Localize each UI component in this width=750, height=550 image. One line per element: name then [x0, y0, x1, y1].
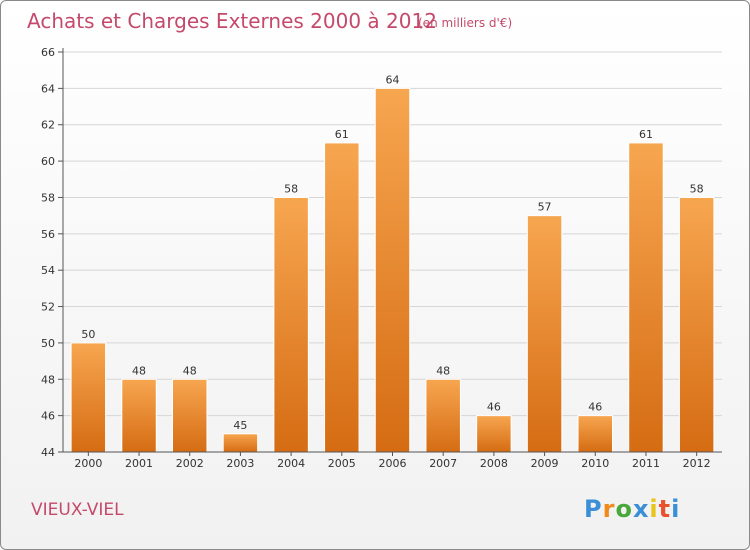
bar-2010 — [577, 415, 614, 453]
y-tick-label: 64 — [41, 82, 55, 95]
x-tick-label-2010: 2010 — [581, 457, 609, 470]
logo-letter: o — [615, 495, 633, 523]
logo-letter: i — [671, 495, 680, 523]
x-tick-label-2001: 2001 — [125, 457, 153, 470]
chart-subtitle: (en milliers d'€) — [418, 16, 512, 30]
y-tick-label: 52 — [41, 301, 55, 314]
bar-layer: 50 48 48 45 58 61 64 48 46 57 46 61 58 — [70, 73, 715, 453]
bar-2011 — [628, 142, 664, 453]
bar-2000 — [70, 342, 107, 453]
x-tick-label-2008: 2008 — [480, 457, 508, 470]
proxiti-logo: Proxiti — [584, 495, 680, 523]
x-tick-label-2005: 2005 — [328, 457, 356, 470]
chart-title: Achats et Charges Externes 2000 à 2012 — [27, 9, 437, 33]
value-label-2003: 45 — [233, 419, 247, 432]
x-tick-label-2009: 2009 — [531, 457, 559, 470]
y-tick-label: 58 — [41, 191, 55, 204]
y-tick-label: 44 — [41, 446, 55, 459]
y-tick-label: 66 — [41, 46, 55, 59]
y-tick-label: 60 — [41, 155, 55, 168]
bar-2004 — [273, 196, 309, 453]
bar-2012 — [678, 196, 715, 453]
x-tick-label-2012: 2012 — [683, 457, 711, 470]
y-tick-label: 54 — [41, 264, 55, 277]
value-label-2002: 48 — [183, 364, 197, 377]
bar-2006 — [374, 87, 411, 453]
y-tick-label: 50 — [41, 337, 55, 350]
y-tick-label: 48 — [41, 373, 55, 386]
axis-layer: 44 46 48 50 52 54 56 58 60 62 64 66 2000 2001 2002 2003… — [41, 46, 722, 470]
logo-letter: P — [584, 495, 603, 523]
bar-2005 — [324, 142, 360, 453]
bar-2001 — [121, 378, 157, 453]
value-label-2011: 61 — [639, 128, 653, 141]
x-tick-label-2003: 2003 — [226, 457, 254, 470]
value-label-2006: 64 — [386, 73, 400, 86]
logo-letter: x — [633, 495, 649, 523]
x-tick-label-2006: 2006 — [379, 457, 407, 470]
y-tick-label: 62 — [41, 119, 55, 132]
x-tick-label-2011: 2011 — [632, 457, 660, 470]
x-tick-label-2002: 2002 — [176, 457, 204, 470]
value-label-2004: 58 — [284, 182, 298, 195]
value-label-2001: 48 — [132, 364, 146, 377]
bar-2008 — [476, 415, 512, 453]
logo-letter: i — [649, 495, 658, 523]
y-tick-label: 46 — [41, 410, 55, 423]
bar-2007 — [425, 378, 461, 453]
value-label-2008: 46 — [487, 401, 501, 414]
bar-2003 — [222, 433, 259, 453]
y-tick-label: 56 — [41, 228, 55, 241]
x-tick-label-2000: 2000 — [74, 457, 102, 470]
x-tick-label-2007: 2007 — [429, 457, 457, 470]
logo-letter: r — [603, 495, 616, 523]
value-label-2000: 50 — [81, 328, 95, 341]
bar-2009 — [526, 215, 563, 453]
value-label-2007: 48 — [436, 364, 450, 377]
value-label-2005: 61 — [335, 128, 349, 141]
value-label-2009: 57 — [538, 201, 552, 214]
value-label-2010: 46 — [588, 401, 602, 414]
bar-2002 — [171, 378, 208, 453]
value-label-2012: 58 — [690, 182, 704, 195]
logo-letter: t — [659, 495, 671, 523]
x-tick-label-2004: 2004 — [277, 457, 305, 470]
place-name: VIEUX-VIEL — [31, 500, 124, 520]
